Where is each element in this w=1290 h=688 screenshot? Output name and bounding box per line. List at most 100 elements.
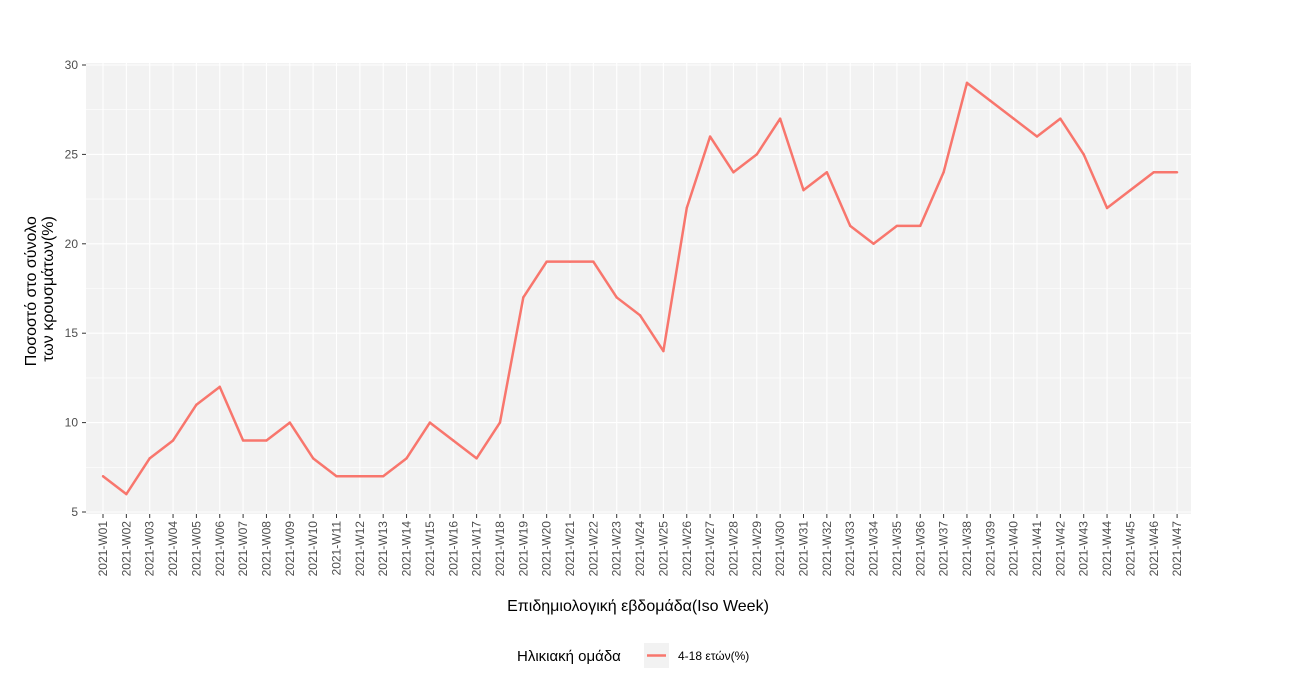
x-tick-label: 2021-W15 <box>423 521 437 577</box>
data-point <box>475 457 478 460</box>
data-point <box>1129 188 1132 192</box>
data-point <box>1059 117 1062 120</box>
data-point <box>802 188 805 192</box>
x-tick-label: 2021-W46 <box>1147 521 1161 577</box>
data-point <box>335 475 338 478</box>
data-point <box>311 457 315 460</box>
data-point <box>592 260 595 263</box>
data-point <box>965 81 969 85</box>
x-tick-label: 2021-W31 <box>797 521 811 577</box>
x-axis-title: Επιδημιολογική εβδομάδα(Iso Week) <box>507 598 769 615</box>
data-point <box>755 153 758 156</box>
x-tick-label: 2021-W42 <box>1053 521 1067 577</box>
y-tick-label: 10 <box>65 416 79 430</box>
x-tick-label: 2021-W06 <box>213 521 227 577</box>
data-point <box>849 224 852 228</box>
data-point <box>615 296 618 299</box>
legend-title: Ηλικιακή ομάδα <box>517 648 621 665</box>
x-tick-label: 2021-W29 <box>750 521 764 577</box>
x-tick-label: 2021-W26 <box>680 521 694 577</box>
data-point <box>872 242 875 245</box>
x-tick-label: 2021-W43 <box>1077 521 1091 577</box>
x-tick-label: 2021-W11 <box>330 521 344 576</box>
legend: Ηλικιακή ομάδα 4-18 ετών(%) <box>517 643 749 668</box>
data-point <box>125 492 128 496</box>
x-tick-label: 2021-W40 <box>1007 521 1021 577</box>
data-point <box>662 349 665 353</box>
data-point <box>452 439 455 442</box>
x-tick-label: 2021-W18 <box>493 521 507 577</box>
x-tick-label: 2021-W17 <box>470 521 484 577</box>
x-axis: 2021-W01 2021-W02 2021-W03 2021-W04 2021-W05… <box>96 514 1184 576</box>
data-point <box>218 385 221 389</box>
x-tick-label: 2021-W10 <box>306 521 320 577</box>
x-tick-label: 2021-W34 <box>867 521 881 577</box>
x-tick-label: 2021-W19 <box>516 521 530 577</box>
x-tick-label: 2021-W21 <box>563 521 577 577</box>
series-layer <box>101 81 1179 496</box>
x-tick-label: 2021-W47 <box>1170 521 1184 577</box>
major-grid <box>86 63 1191 514</box>
data-point <box>498 421 502 424</box>
x-tick-label: 2021-W38 <box>960 521 974 577</box>
data-point <box>382 475 385 478</box>
x-tick-label: 2021-W02 <box>119 521 133 577</box>
data-point <box>685 206 688 210</box>
x-tick-label: 2021-W35 <box>890 521 904 577</box>
x-tick-label: 2021-W39 <box>983 521 997 577</box>
y-tick-label: 30 <box>65 58 79 72</box>
data-point <box>989 99 992 102</box>
x-tick-label: 2021-W25 <box>656 521 670 577</box>
x-tick-label: 2021-W33 <box>843 521 857 577</box>
data-point <box>171 439 175 442</box>
x-tick-label: 2021-W24 <box>633 521 647 577</box>
data-point <box>568 260 572 263</box>
minor-grid <box>86 109 1191 468</box>
y-axis-title-line-1: Ποσοστό στο σύνολο <box>23 216 40 366</box>
y-axis: 5 10 15 20 25 30 <box>65 58 86 519</box>
x-tick-label: 2021-W14 <box>400 521 414 577</box>
x-tick-label: 2021-W01 <box>96 521 110 577</box>
data-point <box>1152 171 1155 174</box>
x-tick-label: 2021-W36 <box>913 521 927 577</box>
data-point <box>522 296 525 299</box>
x-tick-label: 2021-W45 <box>1123 521 1137 577</box>
x-tick-label: 2021-W41 <box>1030 521 1044 577</box>
x-tick-label: 2021-W37 <box>937 521 951 577</box>
data-point <box>288 421 291 424</box>
x-tick-label: 2021-W04 <box>166 521 180 577</box>
data-point <box>545 260 548 263</box>
data-point <box>1105 206 1109 210</box>
x-tick-label: 2021-W12 <box>353 521 367 577</box>
data-point <box>241 439 245 442</box>
data-point <box>1175 171 1179 174</box>
data-point <box>405 457 408 460</box>
data-point <box>265 439 268 442</box>
data-point <box>942 171 945 174</box>
x-tick-label: 2021-W05 <box>189 521 203 577</box>
data-point <box>825 171 829 174</box>
x-tick-label: 2021-W23 <box>610 521 624 577</box>
data-point <box>428 421 432 424</box>
data-point <box>638 314 642 317</box>
x-tick-label: 2021-W08 <box>259 521 273 577</box>
x-tick-label: 2021-W44 <box>1100 521 1114 577</box>
y-tick-label: 15 <box>65 326 79 340</box>
data-point <box>708 135 712 138</box>
y-tick-label: 20 <box>65 237 79 251</box>
y-tick-label: 5 <box>71 505 78 519</box>
x-tick-label: 2021-W27 <box>703 521 717 577</box>
x-tick-label: 2021-W28 <box>726 521 740 577</box>
x-tick-label: 2021-W30 <box>773 521 787 577</box>
data-point <box>895 224 899 228</box>
x-tick-label: 2021-W16 <box>446 521 460 577</box>
x-tick-label: 2021-W22 <box>586 521 600 577</box>
data-point <box>148 457 151 460</box>
data-point <box>1012 117 1015 120</box>
data-point <box>1082 153 1085 156</box>
y-axis-title: Ποσοστό στο σύνολο των κρουσμάτων(%) <box>23 212 57 366</box>
data-point <box>195 403 198 406</box>
x-tick-label: 2021-W32 <box>820 521 834 577</box>
x-tick-label: 2021-W20 <box>540 521 554 577</box>
data-point <box>1035 135 1039 138</box>
